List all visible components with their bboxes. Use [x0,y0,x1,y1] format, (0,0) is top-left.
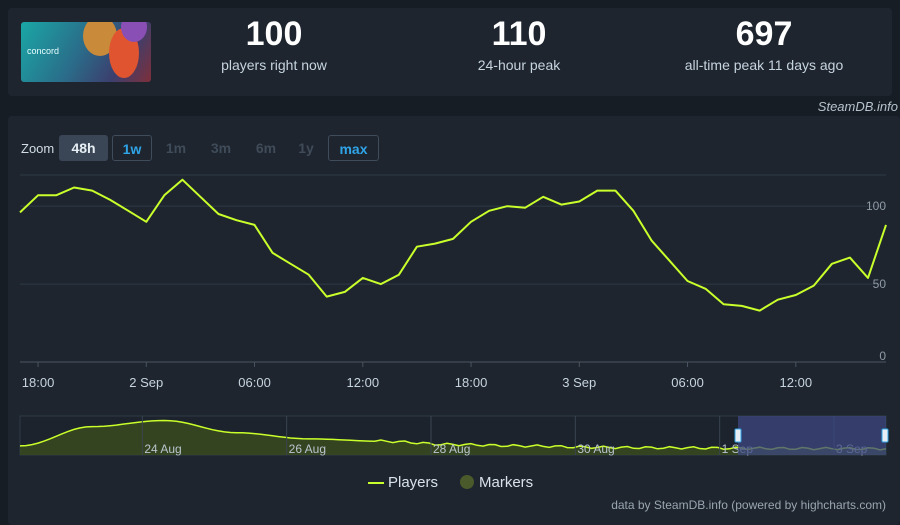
stat-value: 100 [245,15,303,53]
stat-value: 110 [491,15,547,53]
legend-item-markers[interactable]: Markers [460,474,533,491]
stat-current-players: 100 players right now [194,14,354,74]
zoom-48h-button[interactable]: 48h [59,135,108,161]
zoom-3m-button[interactable]: 3m [210,140,232,156]
zoom-max-button[interactable]: max [328,135,379,161]
legend-label: Markers [479,474,534,491]
stat-24h-peak: 110 24-hour peak [439,14,599,74]
zoom-1y-button[interactable]: 1y [298,140,314,156]
zoom-6m-button[interactable]: 6m [255,140,277,156]
stats-card [8,8,892,96]
stat-label: 24-hour peak [477,57,561,73]
zoom-1w-button[interactable]: 1w [112,135,152,161]
stat-label: players right now [221,57,327,73]
stat-label: all-time peak 11 days ago [684,57,844,73]
legend-item-players[interactable]: Players [368,474,438,491]
thumbnail-logo: concord [27,46,60,56]
stat-value: 697 [735,15,793,53]
zoom-label: Zoom [21,141,55,156]
zoom-1m-button[interactable]: 1m [165,140,187,156]
legend-dot-swatch [460,475,474,489]
legend-line-swatch [368,482,384,485]
chart-panel [8,116,900,525]
game-thumbnail[interactable]: concord [21,22,151,82]
legend-label: Players [388,474,439,491]
steamdb-credit[interactable]: SteamDB.info [817,99,898,114]
thumbnail-figure [121,22,147,42]
highcharts-credit[interactable]: data by SteamDB.info (powered by highcha… [611,498,886,512]
stat-all-time-peak: 697 all-time peak 11 days ago [664,14,864,74]
